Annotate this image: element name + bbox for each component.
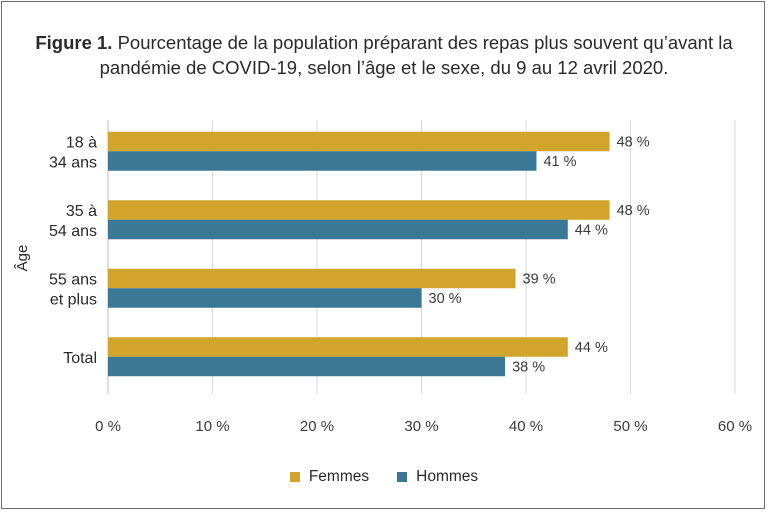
category-label-2-1: et plus — [50, 291, 97, 308]
bar-femmes-1 — [108, 200, 610, 220]
data-label-hommes-3: 38 % — [512, 360, 545, 376]
x-tick-label-2: 20 % — [300, 418, 334, 435]
bar-femmes-2 — [108, 268, 516, 289]
category-label-0-1: 34 ans — [49, 154, 97, 171]
category-label-1-0: 35 à — [66, 203, 97, 220]
category-label-2-0: 55 ans — [49, 271, 97, 288]
x-tick-label-5: 50 % — [613, 418, 647, 435]
chart-title-number: Figure 1. — [35, 32, 113, 53]
x-tick-label-4: 40 % — [509, 418, 543, 435]
data-label-femmes-1: 48 % — [617, 203, 650, 219]
bar-hommes-0 — [108, 151, 537, 171]
data-label-femmes-3: 44 % — [575, 340, 608, 356]
bar-hommes-1 — [108, 219, 568, 240]
legend-label-hommes: Hommes — [416, 468, 479, 485]
data-label-femmes-2: 39 % — [523, 272, 556, 288]
bar-femmes-3 — [108, 337, 568, 357]
data-label-hommes-0: 41 % — [543, 154, 576, 170]
bar-hommes-2 — [108, 288, 422, 308]
legend-item-hommes: Hommes — [397, 468, 478, 486]
data-label-femmes-0: 48 % — [617, 135, 650, 151]
chart-title-text: Pourcentage de la population préparant d… — [99, 32, 733, 78]
category-label-0-0: 18 à — [66, 134, 97, 151]
legend: Femmes Hommes — [0, 468, 768, 486]
data-label-hommes-1: 44 % — [575, 223, 608, 239]
legend-label-femmes: Femmes — [308, 468, 370, 485]
legend-item-femmes: Femmes — [289, 468, 370, 486]
x-tick-label-3: 30 % — [404, 418, 438, 435]
legend-swatch-hommes — [397, 472, 408, 482]
bar-hommes-3 — [108, 356, 506, 377]
x-tick-label-1: 10 % — [195, 418, 229, 435]
x-tick-label-0: 0 % — [95, 418, 121, 435]
y-axis-title: Âge — [14, 245, 31, 272]
x-tick-label-6: 60 % — [718, 418, 752, 435]
category-label-3-0: Total — [63, 350, 97, 367]
category-label-1-1: 54 ans — [49, 223, 97, 240]
legend-swatch-femmes — [289, 472, 300, 482]
chart-title: Figure 1. Pourcentage de la population p… — [20, 30, 748, 80]
bar-femmes-0 — [108, 131, 610, 152]
data-label-hommes-2: 30 % — [429, 291, 462, 307]
